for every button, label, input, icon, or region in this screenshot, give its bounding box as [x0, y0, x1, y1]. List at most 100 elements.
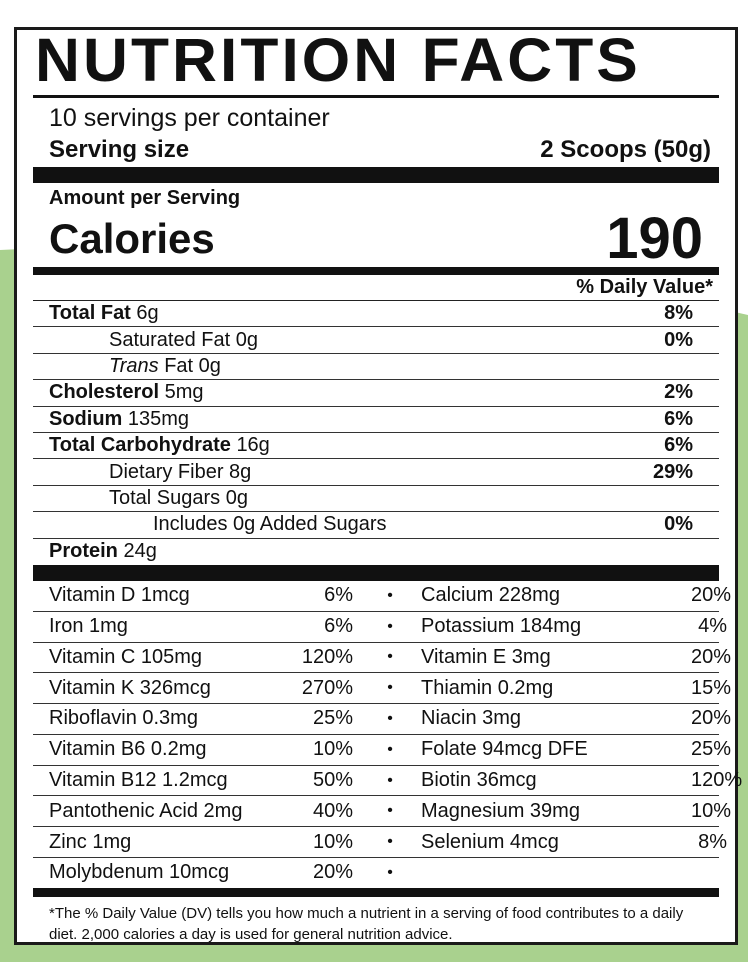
nutrient-label: Includes 0g Added Sugars: [153, 513, 387, 536]
nutrient-label: Sodium: [49, 407, 123, 430]
mineral-name: Calcium 228mg: [421, 584, 560, 607]
bullet-separator: •: [387, 679, 393, 697]
nutrient-row: Sodium 135mg 6%: [33, 407, 719, 433]
nutrient-label: Dietary Fiber: [109, 460, 224, 483]
bullet-separator: •: [387, 648, 393, 666]
nutrient-daily-value: 0%: [664, 513, 693, 536]
vitamin-mineral-list: Vitamin D 1mcg 6% • Calcium 228mg 20% Iron 1m…: [33, 581, 742, 888]
serving-size-value: 2 Scoops (50g): [540, 136, 711, 163]
nutrient-amount: 16g: [236, 434, 270, 457]
nutrient-row: Includes 0g Added Sugars 0%: [33, 512, 719, 539]
nutrient-row: Saturated Fat 0g 0%: [33, 327, 719, 354]
mineral-daily-value: 20%: [691, 707, 732, 730]
vitamin-row: Vitamin D 1mcg 6% • Calcium 228mg 20%: [33, 581, 731, 612]
nutrient-row: Dietary Fiber 8g 29%: [33, 459, 719, 486]
nutrient-row: Cholesterol 5mg 2%: [33, 380, 719, 407]
serving-size-row: Serving size 2 Scoops (50g): [33, 133, 719, 167]
calories-value: 190: [606, 206, 703, 271]
vitamin-name: Zinc 1mg: [49, 830, 132, 853]
vitamin-name: Molybdenum 10mcg: [49, 861, 230, 884]
serving-size-label: Serving size: [49, 136, 190, 163]
nutrient-amount: 135mg: [127, 407, 190, 430]
medium-divider: [33, 267, 719, 275]
nutrient-label: Cholesterol: [49, 381, 160, 404]
mineral-name: Thiamin 0.2mg: [421, 676, 554, 699]
mineral-daily-value: 10%: [691, 799, 732, 822]
nutrient-daily-value: 6%: [664, 407, 693, 430]
nutrient-name: Saturated Fat 0g: [71, 329, 258, 352]
nutrient-row: Total Fat 6g 8%: [33, 301, 719, 328]
nutrient-name: Protein 24g: [49, 540, 157, 563]
bullet-separator: •: [387, 586, 393, 604]
bullet-separator: •: [387, 863, 393, 881]
bullet-separator: •: [387, 833, 393, 851]
mineral-name: Niacin 3mg: [421, 707, 522, 730]
nutrient-amount: 0g: [235, 328, 258, 351]
label-title: NUTRITION FACTS: [35, 26, 641, 94]
nutrition-facts-label: NUTRITION FACTS 10 servings per containe…: [14, 26, 742, 945]
nutrient-daily-value: 29%: [652, 460, 693, 483]
vitamin-name: Vitamin B6 0.2mg: [49, 738, 207, 761]
footnote: *The % Daily Value (DV) tells you how mu…: [49, 904, 684, 943]
mineral-name: Selenium 4mcg: [421, 830, 559, 853]
vitamin-row: Pantothenic Acid 2mg 40% • Magnesium 39mg 10…: [33, 796, 731, 828]
calories-label: Calories: [49, 214, 215, 262]
vitamin-name: Iron 1mg: [49, 615, 128, 638]
mineral-daily-value: 4%: [698, 615, 727, 638]
vitamin-daily-value: 120%: [301, 645, 353, 668]
vitamin-row: Vitamin C 105mg 120% • Vitamin E 3mg 20%: [33, 643, 731, 674]
nutrient-amount: 6g: [136, 302, 159, 325]
thick-divider: [33, 564, 719, 581]
vitamin-daily-value: 270%: [301, 676, 353, 699]
nutrient-label: Protein: [49, 540, 118, 563]
nutrient-name: Trans Fat 0g: [71, 355, 221, 378]
nutrient-daily-value: 6%: [664, 434, 693, 457]
nutrient-amount: 24g: [123, 540, 157, 563]
bullet-separator: •: [387, 771, 393, 789]
vitamin-name: Riboflavin 0.3mg: [49, 707, 198, 730]
servings-text: 10 servings per container: [49, 104, 330, 132]
nutrient-name: Sodium 135mg: [49, 408, 189, 431]
nutrient-label: Total Fat: [49, 302, 131, 325]
vitamin-name: Vitamin K 326mcg: [49, 676, 211, 699]
mineral-name: Folate 94mcg DFE: [421, 738, 588, 761]
nutrient-amount: 5mg: [164, 381, 204, 404]
nutrient-label: Trans: [109, 354, 159, 377]
mineral-name: Biotin 36mcg: [421, 769, 537, 792]
vitamin-daily-value: 20%: [312, 861, 353, 884]
vitamin-row: Molybdenum 10mcg 20% •: [33, 858, 719, 888]
vitamin-name: Vitamin C 105mg: [49, 645, 203, 668]
nutrient-name: Total Fat 6g: [49, 302, 159, 325]
vitamin-row: Zinc 1mg 10% • Selenium 4mcg 8%: [33, 827, 727, 859]
bullet-separator: •: [387, 802, 393, 820]
vitamin-daily-value: 10%: [312, 830, 353, 853]
vitamin-daily-value: 40%: [312, 799, 353, 822]
nutrient-daily-value: 8%: [664, 302, 693, 325]
nutrient-list: Total Fat 6g 8% Saturated Fat 0g 0% Trans Fa…: [33, 301, 719, 565]
mineral-daily-value: 8%: [698, 830, 727, 853]
medium-divider: [33, 887, 719, 897]
divider: [33, 300, 719, 301]
vitamin-row: Vitamin B6 0.2mg 10% • Folate 94mcg DFE 25%: [33, 735, 731, 766]
mineral-name: Magnesium 39mg: [421, 799, 580, 822]
nutrient-name: Total Carbohydrate 16g: [49, 434, 270, 457]
nutrient-daily-value: 2%: [664, 381, 693, 404]
nutrient-row: Total Sugars 0g: [33, 486, 719, 513]
daily-value-header-text: % Daily Value*: [576, 276, 713, 298]
vitamin-row: Riboflavin 0.3mg 25% • Niacin 3mg 20%: [33, 704, 731, 735]
mineral-name: Vitamin E 3mg: [421, 645, 551, 668]
divider: [33, 95, 719, 98]
vitamin-row: Iron 1mg 6% • Potassium 184mg 4%: [33, 612, 727, 643]
nutrient-label: Total Carbohydrate: [49, 434, 231, 457]
nutrient-label: Total Sugars: [109, 486, 221, 509]
nutrient-amount: 0g: [198, 354, 221, 377]
nutrient-amount: 0g: [225, 486, 248, 509]
mineral-daily-value: 25%: [691, 738, 732, 761]
vitamin-name: Vitamin B12 1.2mcg: [49, 769, 228, 792]
vitamin-daily-value: 50%: [312, 769, 353, 792]
vitamin-daily-value: 10%: [312, 738, 353, 761]
vitamin-row: Vitamin K 326mcg 270% • Thiamin 0.2mg 15%: [33, 673, 731, 705]
bullet-separator: •: [387, 617, 393, 635]
nutrient-amount: 8g: [229, 460, 252, 483]
amount-per-serving: Amount per Serving: [33, 183, 719, 210]
